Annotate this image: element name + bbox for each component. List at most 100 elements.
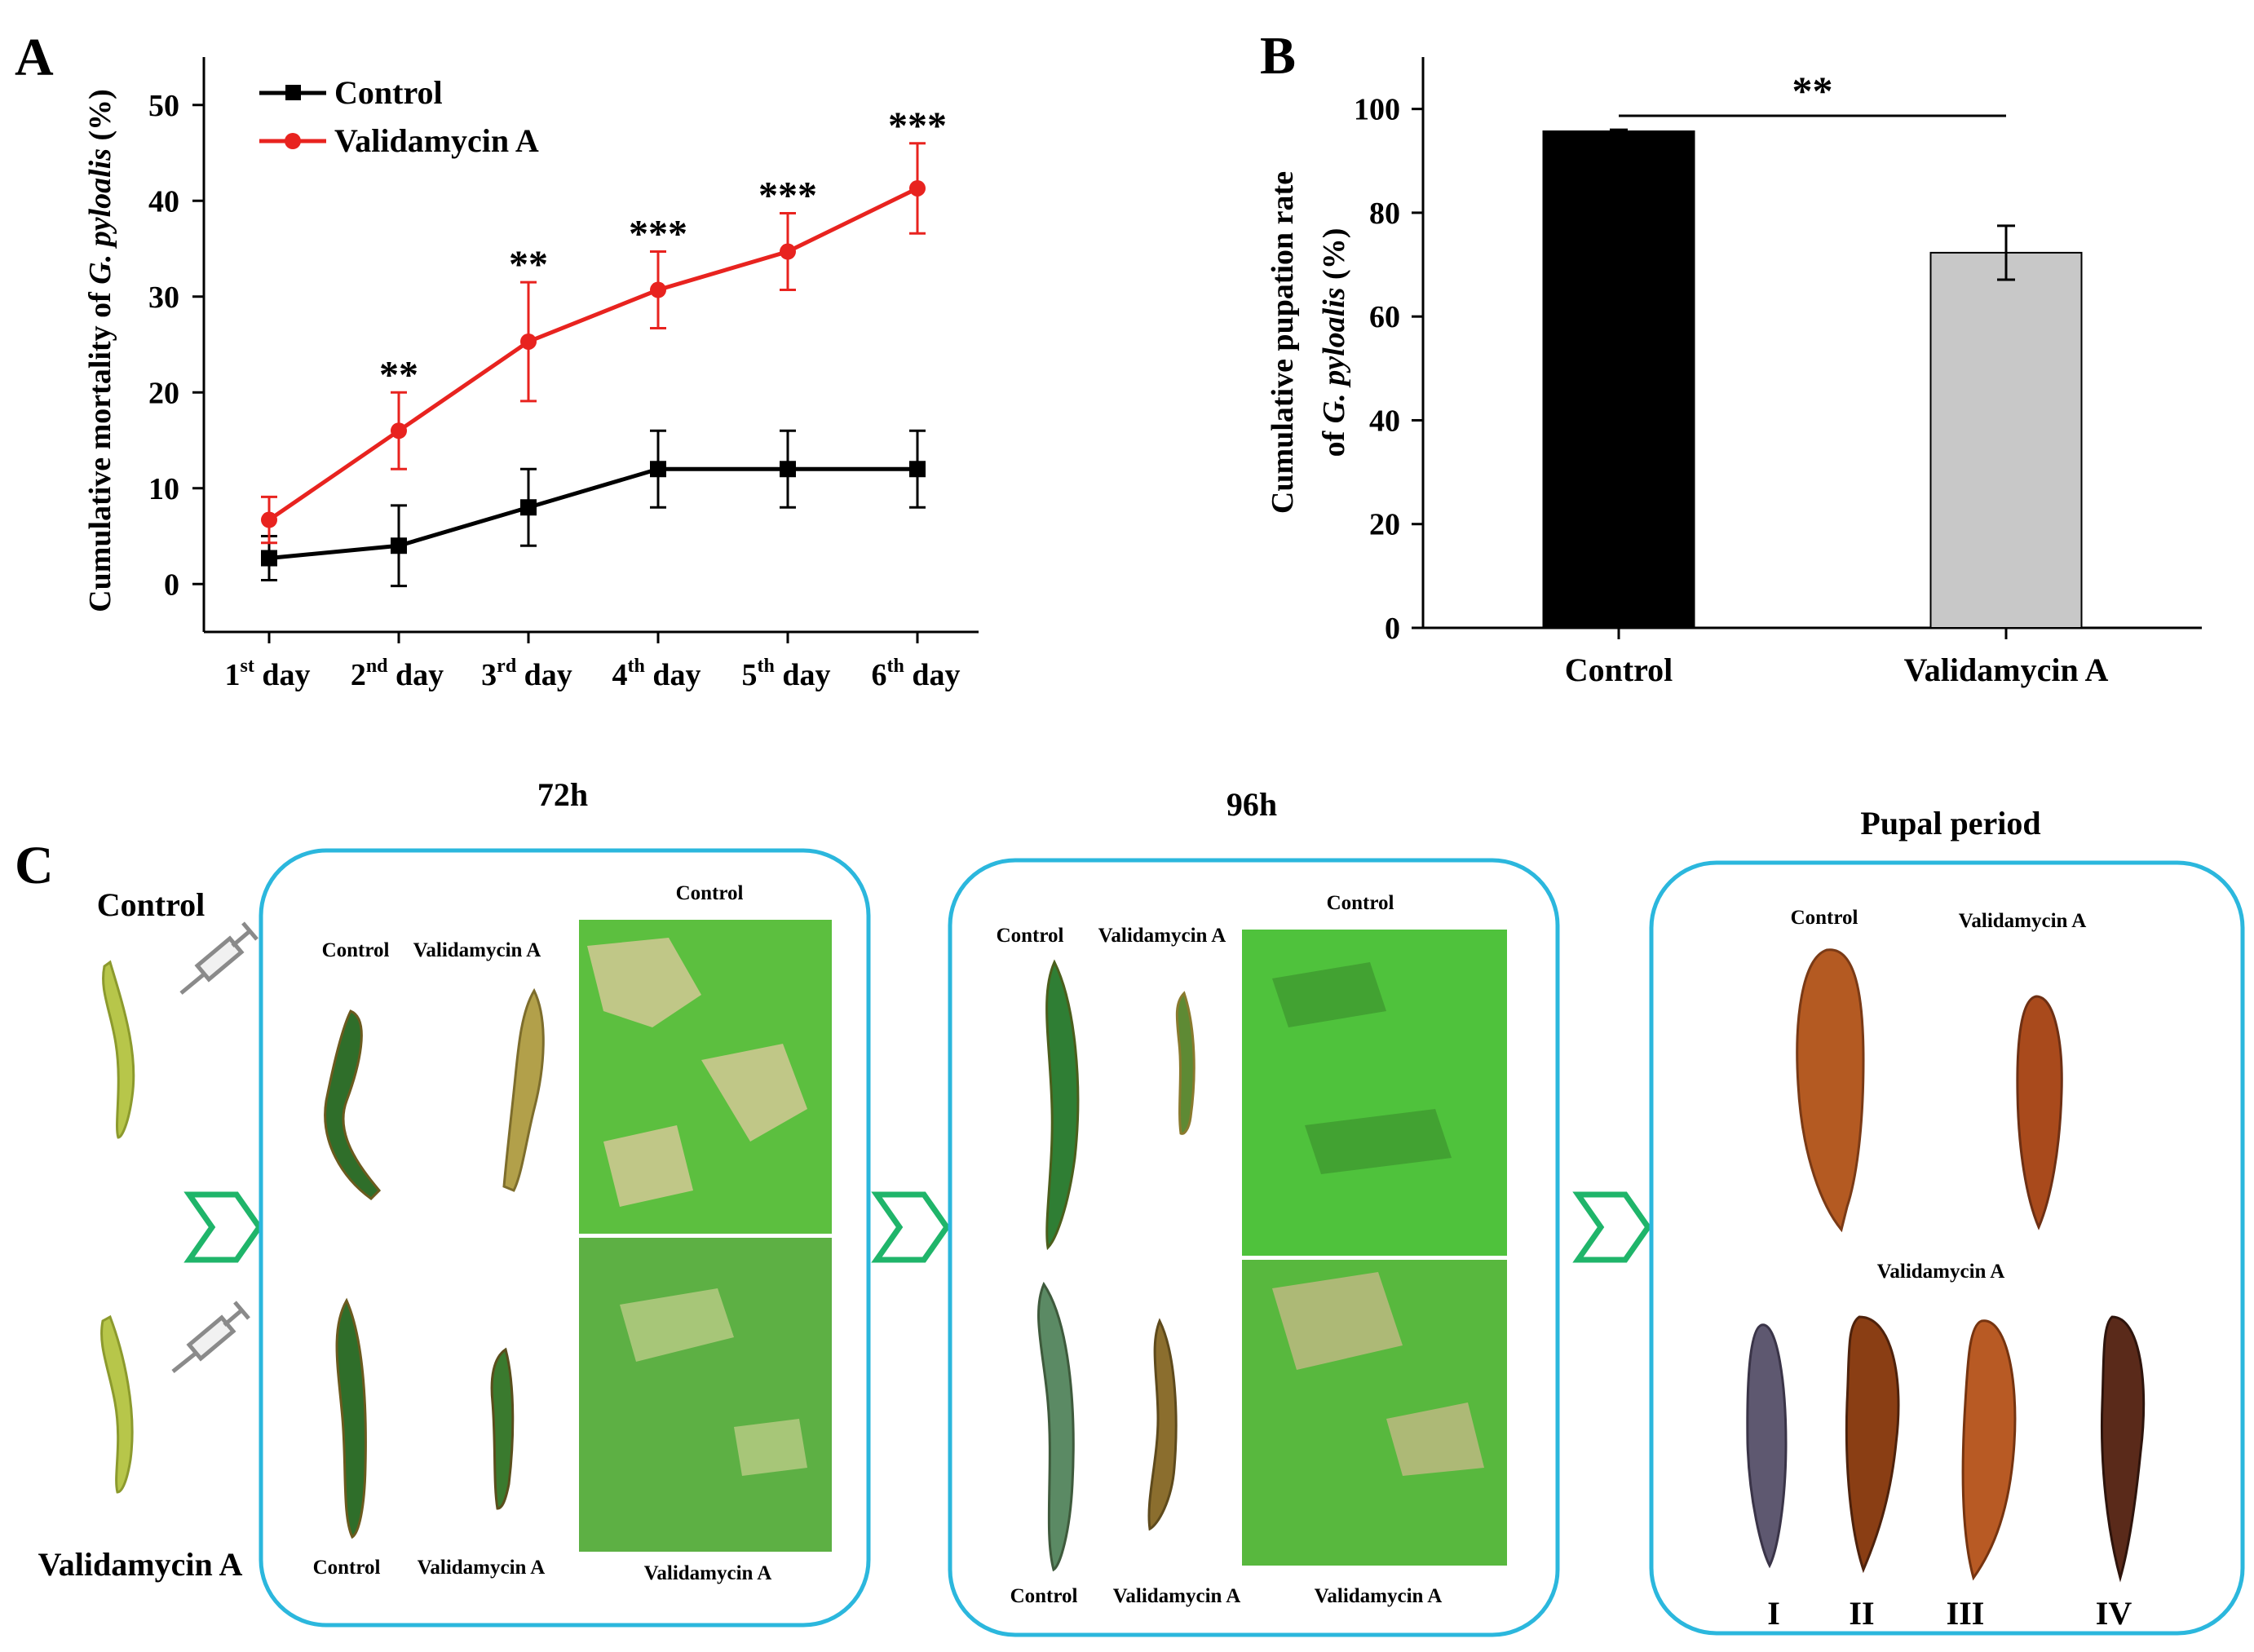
- y-tick-label: 80: [1369, 197, 1400, 231]
- roman-iv: IV: [2096, 1595, 2132, 1632]
- legend-validamycin-label: Validamycin A: [334, 122, 539, 159]
- legend-control-label: Control: [334, 74, 443, 111]
- larva-validamycin-96h: [1175, 991, 1196, 1135]
- larva-validamycin-72h: [502, 987, 545, 1192]
- left-control-larva: [102, 960, 135, 1139]
- y-tick-label: 0: [1385, 612, 1400, 646]
- bar-validamycin: [1929, 251, 2083, 629]
- legend-control-marker: [285, 85, 301, 100]
- data-point-control: [780, 461, 796, 478]
- box-72h-top-control: Control: [322, 939, 390, 961]
- significance-marker: **: [509, 243, 548, 286]
- y-tick-label: 60: [1369, 300, 1400, 334]
- x-tick-sup: th: [628, 656, 645, 677]
- y-tick-label: 20: [1369, 508, 1400, 542]
- roman-i: I: [1767, 1595, 1780, 1632]
- bar-control: [1542, 130, 1695, 629]
- leaf-vein: [1272, 962, 1452, 1174]
- box-96h: [948, 858, 1560, 1637]
- box-96h-bottom-validamycin: Validamycin A: [1113, 1585, 1241, 1607]
- data-point-control: [650, 461, 666, 478]
- x-tick-label: Validamycin A: [1904, 652, 2109, 688]
- syringe-icon: [171, 1301, 250, 1373]
- box-96h-leaf-validamycin-label: Validamycin A: [1315, 1585, 1443, 1607]
- y-tick-label: 40: [148, 184, 179, 219]
- panel-b-bar-chart: B 0 20 40 60 80 100 Control Validamycin A ** Cu…: [1260, 26, 2202, 688]
- box-72h-leaf-control-label: Control: [676, 882, 744, 904]
- significance-marker: ***: [629, 213, 687, 256]
- y-tick-label: 50: [148, 89, 179, 123]
- box-96h-leaf-control-label: Control: [1327, 892, 1394, 914]
- x-tick-label: 6th day: [872, 656, 961, 692]
- x-tick-label: 3rd day: [481, 656, 572, 692]
- data-point-control: [391, 537, 407, 554]
- box-96h-title: 96h: [1226, 786, 1277, 823]
- significance-marker: ***: [758, 174, 817, 218]
- legend-validamycin-marker: [285, 133, 301, 149]
- y-tick-label: 100: [1354, 93, 1400, 127]
- significance-marker: **: [1792, 68, 1833, 113]
- larva-control-96h: [1045, 959, 1080, 1251]
- box-72h-bottom-validamycin: Validamycin A: [418, 1557, 546, 1579]
- roman-ii: II: [1849, 1595, 1874, 1632]
- x-tick-num: 1: [225, 658, 241, 692]
- leaf-damage: [1272, 1272, 1484, 1476]
- x-tick-sup: th: [758, 656, 775, 677]
- leaf-damage: [620, 1288, 807, 1476]
- x-tick-word: day: [516, 658, 572, 692]
- x-tick-word: day: [904, 658, 961, 692]
- syringe-icon: [179, 921, 259, 995]
- panel-label-a: A: [15, 28, 54, 87]
- chevron-arrow-icon: [183, 1191, 263, 1263]
- leaf-photo-validamycin-72h: [579, 1238, 832, 1552]
- x-tick-sup: st: [241, 656, 254, 677]
- x-tick-word: day: [388, 658, 444, 692]
- x-tick-num: 6: [872, 658, 887, 692]
- data-point-validamycin: [391, 422, 407, 440]
- x-tick-label: 1st day: [225, 656, 311, 692]
- y-tick-label: 30: [148, 280, 179, 315]
- x-tick-label: 4th day: [612, 656, 701, 692]
- panel-label-c: C: [15, 836, 54, 895]
- larva-control-96h-bottom: [1037, 1281, 1075, 1572]
- box-pupal-validamycin: Validamycin A: [1959, 910, 2087, 932]
- data-point-validamycin: [780, 243, 796, 260]
- pupa-abnormal-iii: [1961, 1319, 2017, 1581]
- left-validamycin-label: Validamycin A: [38, 1546, 243, 1583]
- chevron-arrow-icon: [871, 1191, 951, 1263]
- box-96h-top-control: Control: [997, 925, 1064, 947]
- box-72h-title: 72h: [537, 776, 588, 813]
- left-treatment-larva: [100, 1314, 134, 1494]
- box-pupal-control: Control: [1791, 907, 1858, 929]
- data-point-control: [909, 461, 926, 478]
- x-tick-word: day: [775, 658, 831, 692]
- larva-control-72h: [324, 1009, 382, 1200]
- y-tick-label: 10: [148, 472, 179, 506]
- data-point-validamycin: [520, 333, 537, 350]
- left-control-label: Control: [97, 886, 206, 923]
- data-point-control: [520, 499, 537, 516]
- x-tick-num: 4: [612, 658, 628, 692]
- x-tick-sup: nd: [366, 656, 388, 677]
- significance-marker: ***: [888, 104, 947, 148]
- x-tick-label: Control: [1565, 652, 1673, 688]
- y-tick-label: 0: [164, 568, 179, 602]
- box-72h: [259, 848, 871, 1628]
- panel-b-y-label-line2: of G. pyloalis (%): [1317, 228, 1351, 457]
- box-pupal-bottom-validamycin: Validamycin A: [1877, 1261, 2005, 1283]
- y-tick-label: 20: [148, 376, 179, 410]
- x-tick-word: day: [254, 658, 311, 692]
- series-line-control: [268, 466, 917, 561]
- x-tick-num: 3: [481, 658, 497, 692]
- y-tick-label: 40: [1369, 404, 1400, 438]
- leaf-damage: [587, 938, 807, 1207]
- x-tick-num: 5: [742, 658, 758, 692]
- box-pupal-title: Pupal period: [1860, 805, 2040, 841]
- box-72h-bottom-control: Control: [313, 1557, 381, 1579]
- significance-marker: **: [379, 353, 418, 396]
- pupa-validamycin: [2016, 995, 2063, 1230]
- pupa-control: [1796, 948, 1865, 1233]
- panel-c-illustration: C Control Validamycin A 72h Control Vali…: [15, 776, 2245, 1637]
